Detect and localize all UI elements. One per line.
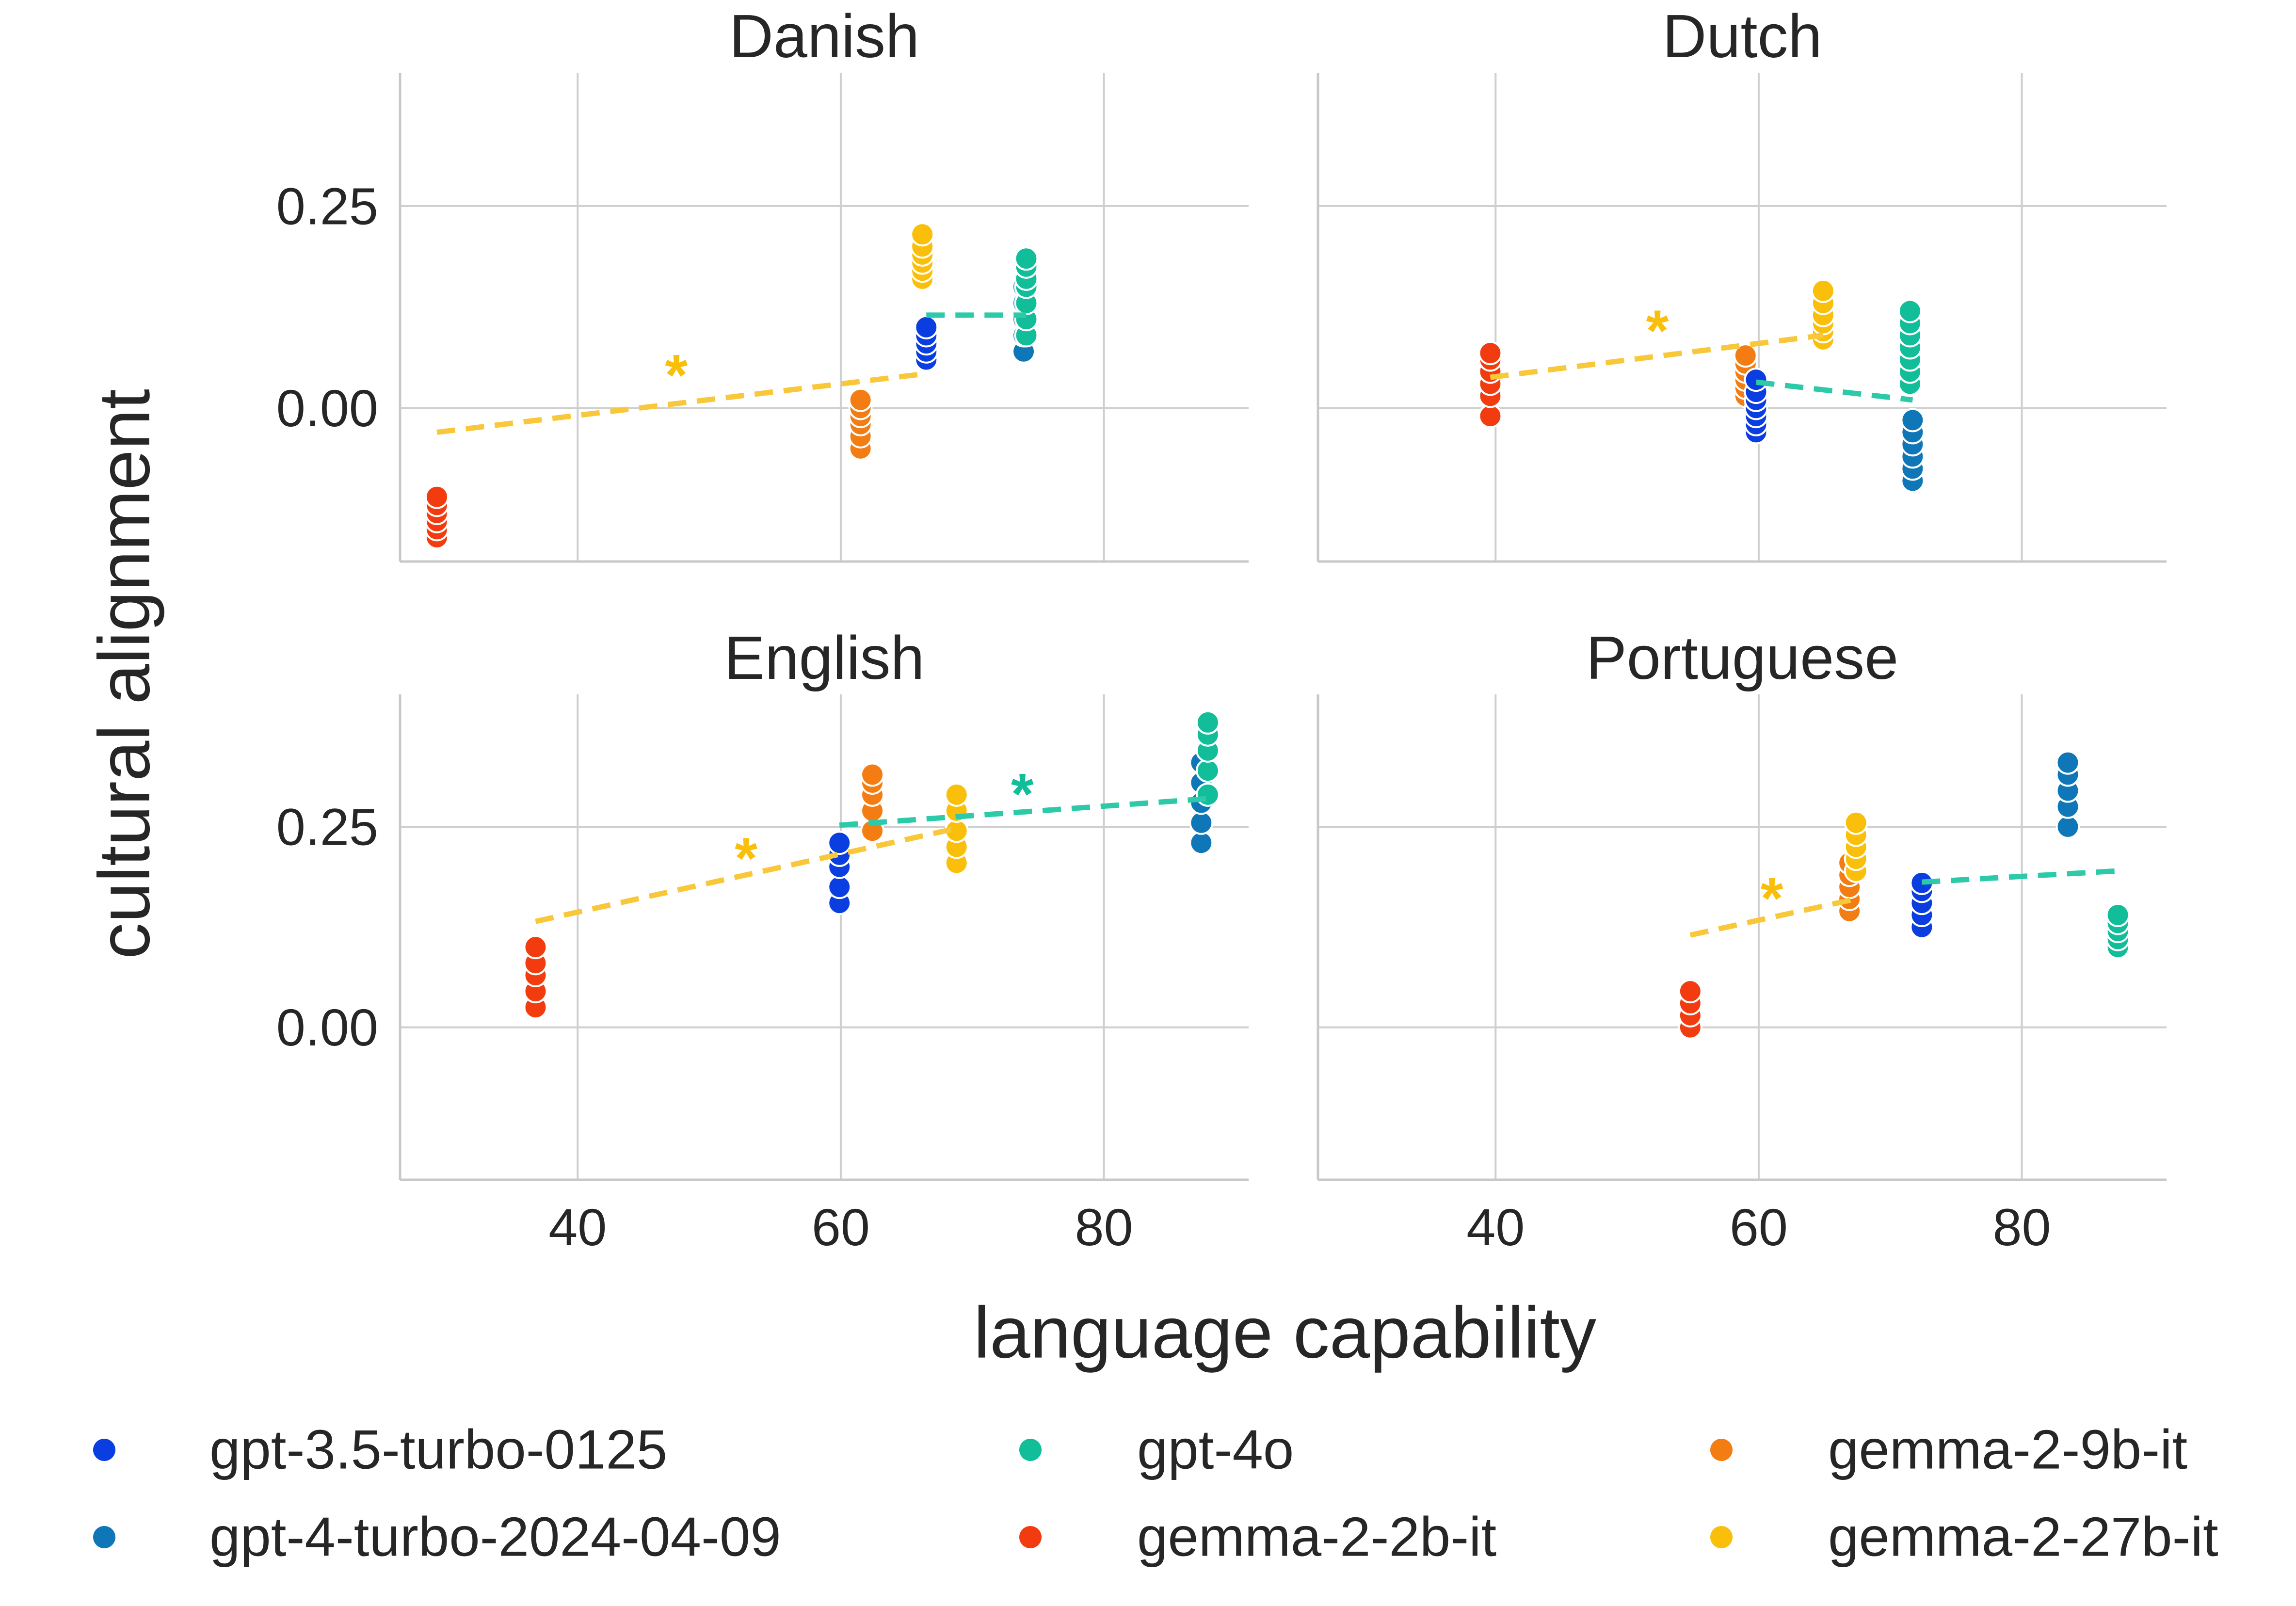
trend-line-gemma	[1490, 333, 1824, 380]
panel-title: Danish	[729, 2, 919, 70]
panel-title: Portuguese	[1586, 624, 1898, 692]
data-point	[910, 222, 935, 247]
legend-item: gpt-4o	[1019, 1419, 1294, 1481]
data-point	[1189, 831, 1214, 855]
data-point	[860, 762, 885, 787]
significance-marker: *	[1761, 866, 1783, 931]
legend-label: gpt-4o	[1137, 1419, 1294, 1481]
data-point	[424, 484, 449, 509]
data-point	[1195, 710, 1220, 735]
legend-label: gemma-2-27b-it	[1828, 1507, 2218, 1568]
legend-marker	[1710, 1439, 1733, 1461]
x-tick-label: 60	[812, 1198, 870, 1256]
data-point	[1478, 341, 1503, 366]
panel-dutch: Dutch *	[1317, 2, 2167, 563]
panel-danish: Danish 0.00 0.25 *	[276, 2, 1249, 563]
data-point	[827, 875, 852, 899]
legend-item: gemma-2-27b-it	[1710, 1507, 2218, 1568]
y-tick-label: 0.25	[276, 177, 378, 235]
data-point	[1195, 782, 1220, 807]
panel-title: Dutch	[1662, 2, 1822, 70]
x-tick-label: 80	[1075, 1198, 1133, 1256]
legend-marker	[1710, 1526, 1733, 1548]
legend-marker	[93, 1526, 115, 1548]
data-point	[1844, 810, 1868, 835]
legend-label: gpt-3.5-turbo-0125	[209, 1419, 667, 1481]
x-tick-label: 40	[548, 1198, 607, 1256]
data-point	[1897, 299, 1922, 323]
panels: Danish 0.00 0.25 * Dutch * English 0.00 0.25 40 60…	[276, 2, 2167, 1256]
legend-item: gpt-4-turbo-2024-04-09	[93, 1507, 781, 1568]
legend-marker	[1019, 1526, 1042, 1548]
legend-item: gpt-3.5-turbo-0125	[93, 1419, 667, 1481]
legend-marker	[93, 1439, 115, 1461]
data-point	[914, 315, 939, 339]
data-point	[1900, 408, 1925, 433]
trend-line-gemma	[535, 825, 957, 924]
data-point	[1195, 758, 1220, 783]
trend-line-gemma	[436, 371, 923, 435]
y-tick-label: 0.25	[276, 798, 378, 856]
trend-line-gpt	[839, 796, 1208, 828]
data-point	[2105, 903, 2130, 927]
y-tick-label: 0.00	[276, 998, 378, 1057]
data-point	[2055, 750, 2080, 775]
data-point	[523, 935, 548, 960]
data-point	[827, 831, 852, 855]
significance-marker: *	[665, 342, 688, 407]
legend-item: gemma-2-9b-it	[1710, 1419, 2187, 1481]
significance-marker: *	[1646, 298, 1669, 363]
data-point	[1811, 278, 1835, 303]
data-point	[1189, 810, 1214, 835]
panel-portuguese: Portuguese 40 60 80 *	[1317, 624, 2167, 1256]
legend-item: gemma-2-2b-it	[1019, 1507, 1496, 1568]
significance-marker: *	[1011, 762, 1034, 827]
x-tick-label: 40	[1466, 1198, 1525, 1256]
x-axis-title: language capability	[974, 1292, 1596, 1373]
panel-title: English	[724, 624, 924, 692]
x-tick-label: 60	[1730, 1198, 1788, 1256]
data-point	[848, 387, 873, 412]
y-axis-title: cultural alignment	[83, 389, 165, 959]
legend-label: gpt-4-turbo-2024-04-09	[209, 1507, 781, 1568]
trend-line-gpt	[1755, 379, 1913, 403]
data-point	[1478, 404, 1503, 429]
data-point	[1744, 368, 1768, 392]
data-point	[944, 782, 969, 807]
legend: gpt-3.5-turbo-0125 gpt-4-turbo-2024-04-09…	[93, 1419, 2218, 1568]
trend-line-gpt	[1922, 868, 2118, 885]
data-point	[1014, 246, 1039, 271]
legend-label: gemma-2-2b-it	[1137, 1507, 1496, 1568]
legend-label: gemma-2-9b-it	[1828, 1419, 2187, 1481]
data-point	[1733, 343, 1758, 368]
significance-marker: *	[735, 826, 757, 891]
x-tick-label: 80	[1992, 1198, 2051, 1256]
legend-marker	[1019, 1439, 1042, 1461]
panel-english: English 0.00 0.25 40 60 80 * *	[276, 624, 1249, 1256]
data-point	[1678, 979, 1702, 1004]
data-point	[2055, 815, 2080, 839]
y-tick-label: 0.00	[276, 379, 378, 437]
